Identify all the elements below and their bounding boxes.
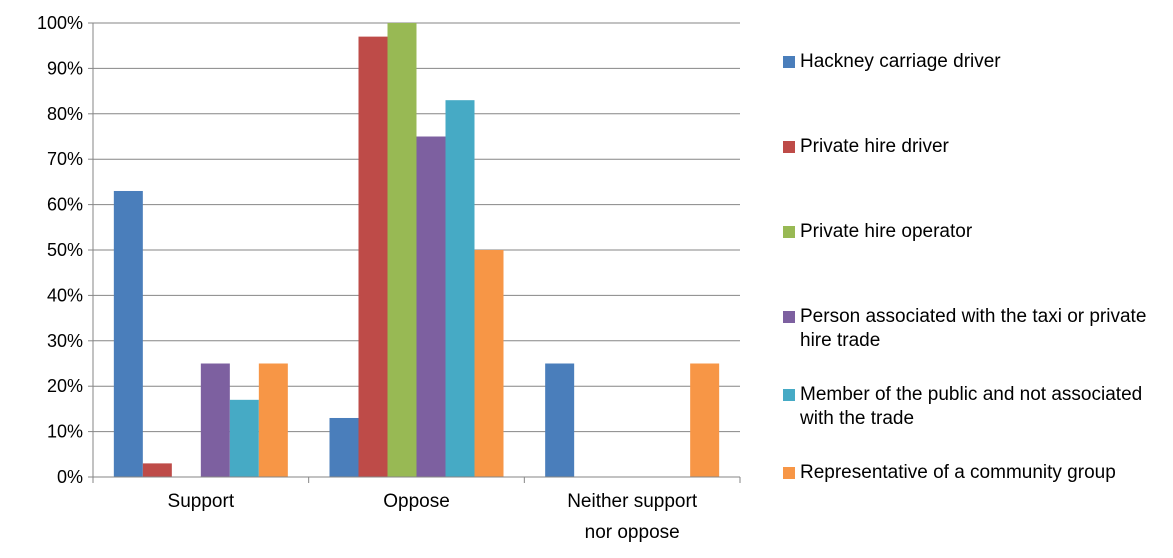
y-tick-label: 70%: [47, 149, 83, 169]
bar-5-1: [474, 250, 504, 477]
legend-swatch: [783, 389, 795, 401]
y-tick-label: 80%: [47, 104, 83, 124]
bar-4-0: [229, 399, 259, 477]
y-tick-label: 40%: [47, 285, 83, 305]
bar-3-1: [416, 136, 446, 477]
bar-5-2: [690, 363, 720, 477]
legend-item: Person associated with the taxi or priva…: [783, 305, 1170, 353]
y-tick-label: 90%: [47, 58, 83, 78]
y-tick-label: 0%: [57, 467, 83, 487]
legend-label: Hackney carriage driver: [800, 51, 1001, 72]
bar-0-2: [545, 363, 575, 477]
x-category-label: Neither support nor oppose: [567, 491, 698, 543]
x-category-label: Oppose: [383, 491, 450, 512]
legend-label: Private hire driver: [800, 136, 949, 157]
y-tick-label: 10%: [47, 422, 83, 442]
bar-0-1: [329, 417, 359, 477]
y-tick-label: 50%: [47, 240, 83, 260]
x-category-label: Support: [168, 491, 235, 512]
legend-label: Person associated with the taxi or priva…: [800, 306, 1147, 351]
bar-1-1: [358, 36, 388, 478]
legend-swatch: [783, 141, 795, 153]
y-tick-label: 60%: [47, 195, 83, 215]
legend-swatch: [783, 311, 795, 323]
axes: [88, 22, 741, 483]
legend-item: Representative of a community group: [783, 461, 1170, 485]
legend-label: Private hire operator: [800, 221, 973, 242]
bar-5-0: [258, 363, 288, 477]
legend-label: Representative of a community group: [800, 462, 1116, 483]
bar-1-0: [142, 463, 172, 477]
legend-item: Private hire operator: [783, 220, 1170, 244]
bar-0-0: [113, 190, 143, 478]
legend-item: Member of the public and not associated …: [783, 383, 1170, 431]
axis-labels: 0% 10% 20% 30% 40% 50% 60% 70% 80% 90% 100% Support…: [37, 13, 698, 543]
bar-2-1: [387, 23, 417, 477]
bar-chart: 0% 10% 20% 30% 40% 50% 60% 70% 80% 90% 100% Support…: [37, 13, 741, 543]
legend-swatch: [783, 226, 795, 238]
legend-swatch: [783, 467, 795, 479]
bar-4-1: [445, 100, 475, 478]
y-tick-label: 20%: [47, 376, 83, 396]
legend-swatch: [783, 56, 795, 68]
legend-item: Hackney carriage driver: [783, 50, 1170, 74]
bar-3-0: [200, 363, 230, 477]
y-tick-label: 100%: [37, 13, 83, 33]
legend-label: Member of the public and not associated …: [800, 384, 1143, 429]
legend-item: Private hire driver: [783, 135, 1170, 159]
y-tick-label: 30%: [47, 331, 83, 351]
bars: [113, 23, 720, 478]
